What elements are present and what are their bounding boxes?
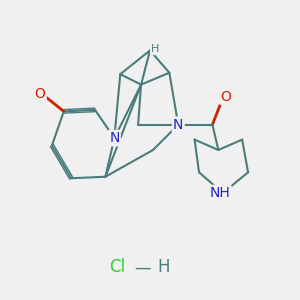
Text: NH: NH xyxy=(209,186,230,200)
Text: Cl: Cl xyxy=(109,258,125,276)
Text: H: H xyxy=(151,44,160,54)
Text: H: H xyxy=(157,258,170,276)
Text: N: N xyxy=(173,118,183,132)
Text: O: O xyxy=(220,89,231,103)
Text: O: O xyxy=(34,86,46,100)
Text: —: — xyxy=(134,258,151,276)
Text: N: N xyxy=(109,131,119,145)
